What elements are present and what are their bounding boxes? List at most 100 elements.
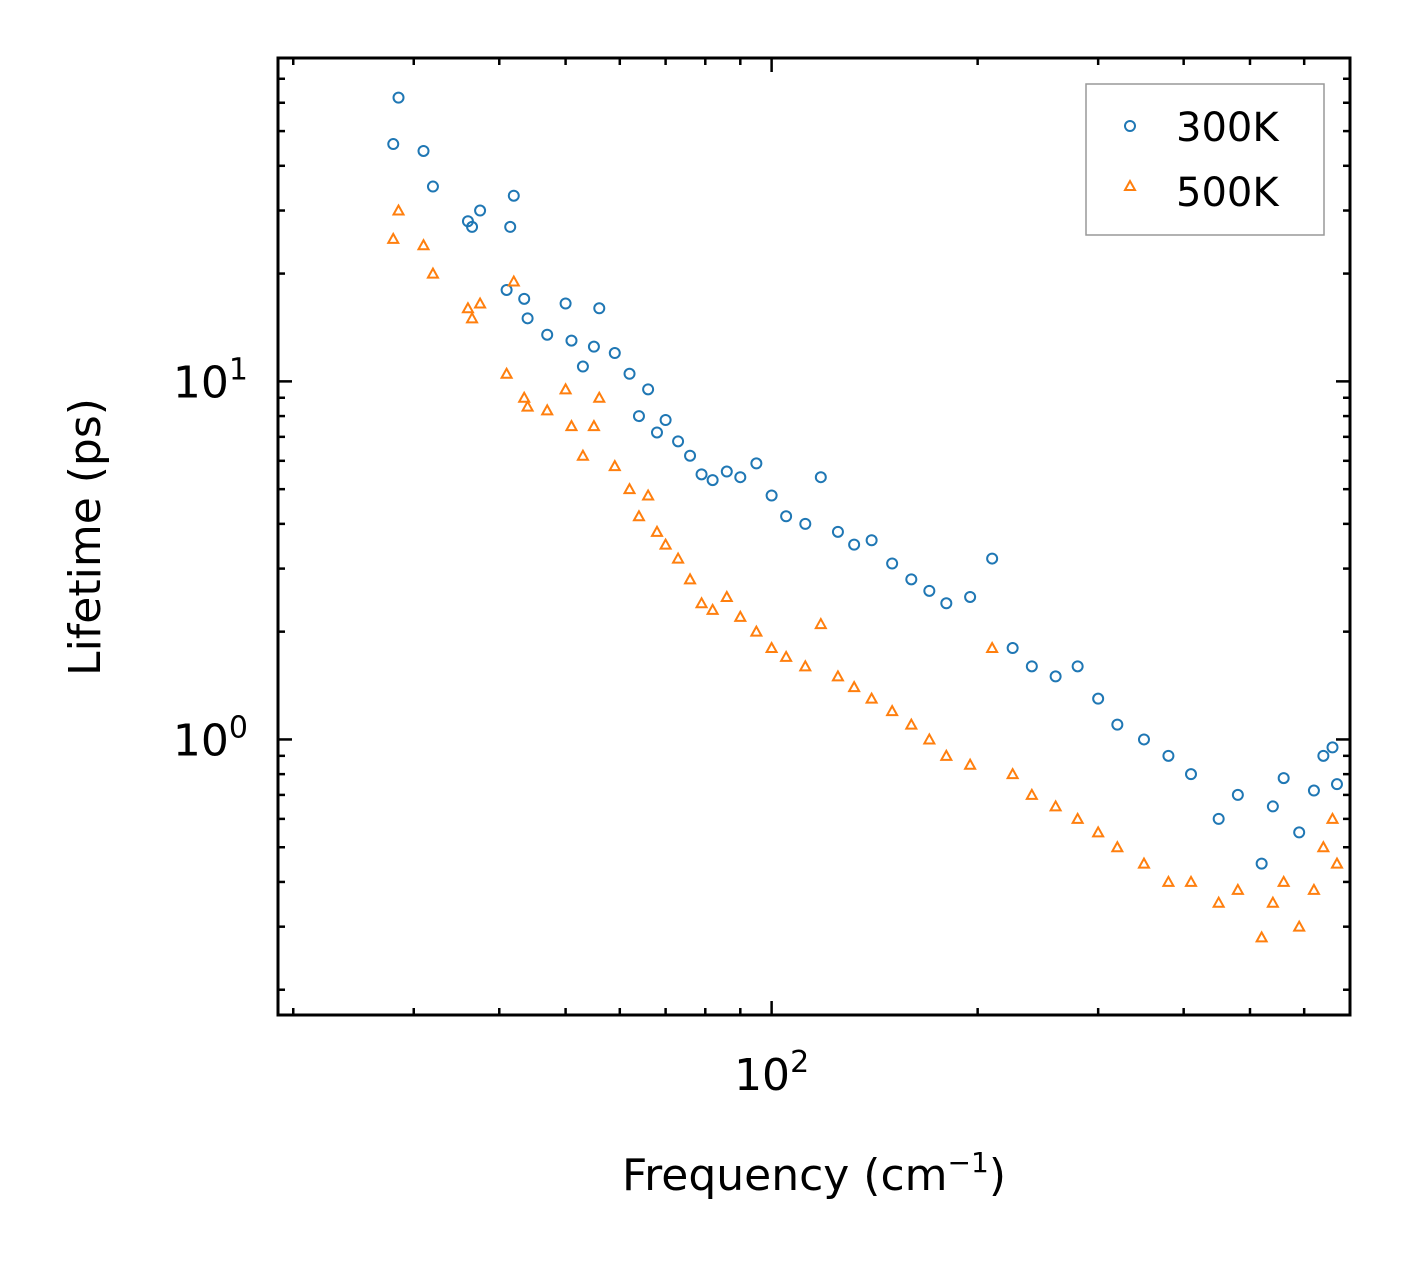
data-point	[1307, 784, 1320, 797]
data-point	[964, 590, 977, 603]
data-point	[650, 524, 664, 537]
data-point	[1071, 660, 1084, 673]
legend-marker-500k	[1123, 178, 1137, 191]
data-point	[764, 640, 779, 654]
data-point	[905, 573, 918, 586]
data-point	[641, 488, 655, 501]
data-point	[1092, 692, 1105, 705]
data-point	[658, 537, 673, 550]
data-point	[1254, 930, 1269, 943]
data-point	[848, 538, 861, 551]
data-point	[650, 426, 663, 439]
data-point	[587, 340, 600, 353]
data-point	[623, 367, 636, 380]
data-point	[923, 584, 936, 597]
data-point	[922, 732, 937, 745]
data-point	[1330, 778, 1343, 791]
data-point	[426, 266, 440, 279]
y-axis-label: Lifetime (ps)	[60, 398, 111, 676]
data-point	[734, 471, 747, 484]
data-point	[1006, 642, 1019, 655]
data-point	[885, 704, 899, 717]
data-point	[387, 138, 400, 151]
data-point	[1231, 788, 1244, 801]
data-point	[940, 597, 953, 610]
data-point	[608, 347, 621, 360]
data-point	[392, 91, 405, 104]
data-point	[1276, 874, 1291, 887]
data-point	[558, 382, 573, 395]
data-point	[622, 482, 637, 495]
data-point	[1025, 787, 1039, 800]
data-point	[1325, 811, 1340, 824]
data-point	[576, 448, 590, 461]
data-point	[749, 624, 764, 637]
data-point	[671, 551, 685, 564]
data-point	[1049, 670, 1062, 683]
data-point	[1025, 660, 1038, 673]
data-point	[642, 383, 655, 396]
data-point	[1316, 840, 1331, 853]
data-point	[416, 238, 431, 251]
data-point	[695, 468, 708, 481]
data-point	[540, 403, 554, 416]
data-point	[1326, 741, 1339, 754]
data-point	[904, 717, 919, 730]
data-point	[461, 301, 475, 314]
data-point	[683, 572, 697, 585]
data-point	[814, 471, 827, 484]
data-point	[706, 474, 719, 487]
x-tick-label: 102	[734, 1045, 809, 1101]
data-point	[504, 220, 517, 233]
data-point	[1111, 718, 1124, 731]
data-point	[499, 366, 514, 379]
data-point	[779, 649, 793, 662]
data-point	[1292, 919, 1306, 932]
data-point	[632, 410, 645, 423]
data-point	[939, 748, 954, 761]
data-point	[426, 180, 439, 193]
data-point	[465, 311, 479, 324]
data-point	[564, 419, 579, 432]
data-point	[1266, 895, 1280, 908]
data-point	[831, 525, 844, 538]
data-point	[541, 328, 554, 341]
data-point	[520, 399, 535, 412]
data-point	[1277, 772, 1290, 785]
y-tick-label: 100	[173, 710, 248, 766]
data-points	[386, 91, 1344, 943]
data-point	[576, 360, 589, 373]
data-point	[720, 465, 733, 478]
data-point	[474, 204, 487, 217]
data-point	[750, 457, 763, 470]
data-point	[1255, 857, 1268, 870]
data-point	[517, 390, 531, 403]
data-point	[1110, 840, 1125, 853]
data-point	[1048, 799, 1063, 812]
data-point	[799, 517, 812, 530]
data-point	[1185, 768, 1198, 781]
data-point	[814, 617, 828, 630]
data-point	[847, 680, 861, 693]
data-point	[1330, 856, 1344, 869]
data-point	[1162, 749, 1175, 762]
data-point	[1212, 812, 1225, 825]
legend: 300K 500K	[1085, 83, 1325, 236]
data-point	[565, 334, 578, 347]
data-point	[417, 144, 430, 157]
data-point	[1091, 825, 1105, 838]
data-point	[865, 534, 878, 547]
plot-frame	[276, 56, 1352, 1017]
data-point	[1317, 749, 1330, 762]
data-point	[386, 231, 400, 244]
data-point	[985, 640, 999, 654]
data-point	[391, 203, 406, 216]
data-point	[473, 296, 487, 309]
data-point	[1137, 856, 1151, 869]
data-point	[500, 283, 513, 296]
data-point	[672, 435, 685, 448]
data-point	[1231, 882, 1245, 895]
data-point	[765, 489, 778, 502]
data-point	[1211, 895, 1226, 908]
